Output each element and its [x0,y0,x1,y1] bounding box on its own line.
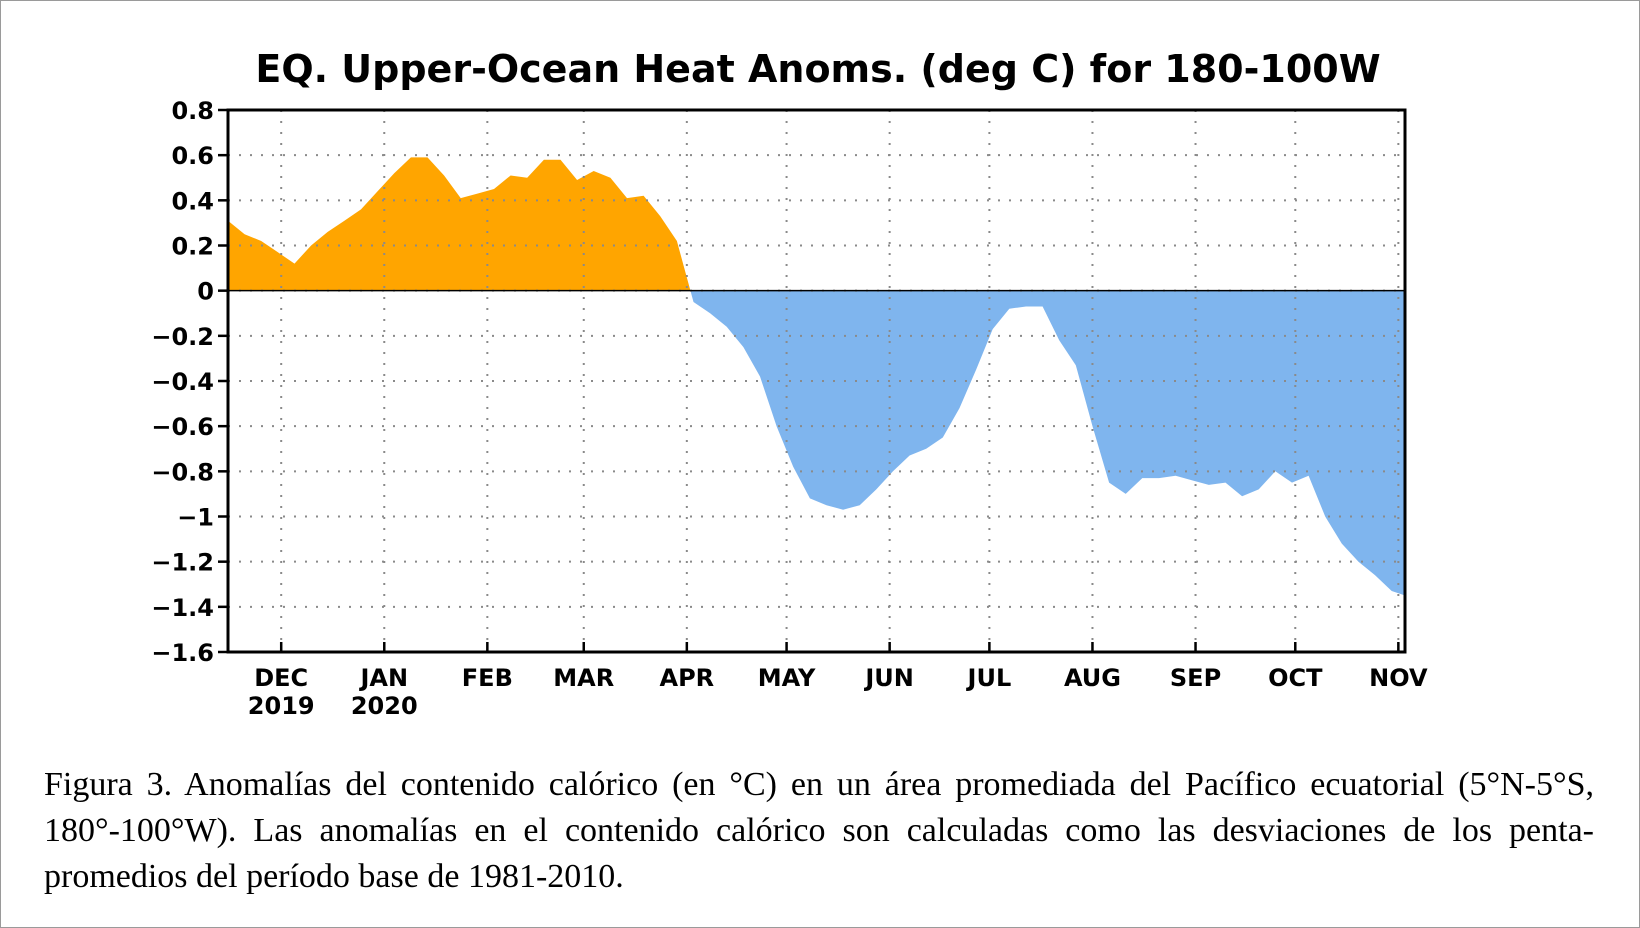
x-tick-label: JAN [358,664,408,692]
y-tick-label: −0.6 [151,413,214,441]
y-tick-label: 0 [197,278,214,306]
chart-title: EQ. Upper-Ocean Heat Anoms. (deg C) for … [255,47,1380,91]
grid [228,110,1405,652]
y-tick-label: 0.4 [171,187,214,215]
y-tick-label: −0.8 [151,458,214,486]
x-tick-label: MAR [553,664,614,692]
x-tick-label: MAY [758,664,816,692]
x-tick-year-label: 2019 [248,692,315,720]
y-tick-label: −1.4 [151,594,214,622]
x-tick-label: DEC [254,664,308,692]
y-tick-label: 0.6 [171,142,214,170]
axes: 0.8 0.6 0.4 0.2 0 −0.2 −0.4 −0.6 −0.8 −1 −1.2 −1.4 −… [151,97,1428,720]
y-tick-label: 0.2 [171,233,214,261]
series-area-negative [228,290,1405,596]
y-tick-label: −0.4 [151,368,214,396]
chart: EQ. Upper-Ocean Heat Anoms. (deg C) for … [151,47,1428,720]
series-area-positive [228,157,691,291]
x-tick-label: JUL [966,664,1012,692]
x-tick-label: JUN [863,664,914,692]
x-tick-label: NOV [1369,664,1428,692]
x-tick-year-label: 2020 [351,692,418,720]
x-tick-label: FEB [462,664,513,692]
y-tick-label: −1.6 [151,639,214,667]
plot-area [228,157,1405,596]
x-tick-label: APR [660,664,715,692]
x-tick-label: SEP [1170,664,1221,692]
x-tick-label: OCT [1268,664,1323,692]
x-tick-label: AUG [1064,664,1121,692]
y-tick-label: −1 [177,504,214,532]
y-tick-label: 0.8 [171,97,214,125]
y-tick-label: −1.2 [151,549,214,577]
figure-caption: Figura 3. Anomalías del contenido calóri… [44,766,1594,895]
y-tick-label: −0.2 [151,323,214,351]
